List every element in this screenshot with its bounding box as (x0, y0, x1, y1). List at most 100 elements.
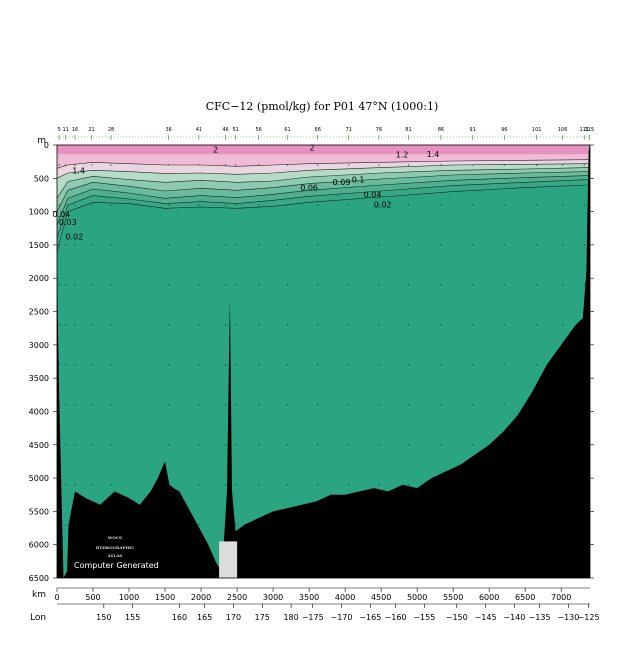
contour-lines (56, 159, 589, 252)
sample-dot (235, 444, 237, 446)
sample-dot (65, 524, 67, 526)
lon-tick-label: −165 (359, 613, 381, 622)
sample-dot (198, 524, 200, 526)
sample-dot (258, 404, 260, 406)
sample-dot (65, 404, 67, 406)
sample-dot (224, 484, 227, 486)
sample-dot (258, 284, 260, 286)
station-label: 61 (284, 127, 290, 133)
km-tick-label: 4500 (371, 593, 391, 602)
sample-dot (65, 164, 67, 166)
sample-dot (472, 324, 474, 326)
sample-dot (348, 164, 350, 166)
station-label: 96 (501, 127, 507, 133)
sample-dot (65, 284, 67, 286)
contour-labels: 2 21.41.41.20.060.09 0.10.040.020.040.030.… (52, 143, 439, 241)
depth-tick-label: 4000 (29, 407, 49, 416)
sample-dot (110, 204, 112, 206)
km-tick-label: 1500 (155, 593, 175, 602)
station-label: 21 (88, 127, 94, 133)
lon-axis-label: Lon (30, 613, 46, 623)
contour-label: 1.2 (396, 151, 409, 160)
station-label: 51 (232, 127, 238, 133)
station-axis: 5 11 16 21 28 36 41 46 51 56 61 66 71 76 81 86 91 96 101 10… (57, 127, 594, 140)
sample-dot (348, 364, 350, 366)
sample-dot (440, 324, 442, 326)
sample-dot (348, 444, 350, 446)
sample-dot (472, 164, 474, 166)
sample-dot (198, 164, 200, 166)
lon-tick-label: 160 (172, 613, 187, 622)
contour-line (56, 167, 589, 199)
sample-dot (258, 204, 260, 206)
sample-dot (65, 244, 67, 246)
sample-dot (235, 524, 237, 526)
sample-dot (378, 404, 380, 406)
sample-dot (91, 244, 93, 246)
y-axis-label: m (37, 136, 46, 146)
sample-dot (348, 284, 350, 286)
lon-tick-label: 175 (255, 613, 270, 622)
sample-dot (198, 244, 200, 246)
lon-tick-label: 180 (283, 613, 298, 622)
lon-axis: 150 155 160 165 170 175 180 −175 −170 −165 −160 −15… (57, 603, 600, 622)
sample-dot (58, 164, 60, 166)
sample-dot (58, 284, 60, 286)
sample-dot (562, 284, 564, 286)
sample-dot (378, 244, 380, 246)
depth-tick-label: 3000 (29, 341, 49, 350)
depth-tick-label: 2000 (29, 274, 49, 283)
sample-dot (198, 364, 200, 366)
sample-dot (378, 164, 380, 166)
sample-dot (440, 164, 442, 166)
contour-label: 1.4 (427, 150, 440, 159)
sample-dot (536, 204, 538, 206)
sample-dot (168, 164, 170, 166)
sample-dot (110, 444, 112, 446)
sample-dot (286, 444, 289, 446)
station-label: 76 (376, 127, 382, 133)
sample-dot (198, 444, 200, 446)
sample-dot (317, 244, 319, 246)
sample-dot (286, 164, 289, 166)
computer-generated-label: Computer Generated (74, 561, 159, 570)
sample-dot (317, 164, 319, 166)
sample-dot (235, 284, 237, 286)
lon-tick-label: 150 (96, 613, 111, 622)
sample-dot (58, 364, 60, 366)
sample-dot (198, 484, 200, 486)
depth-tick-label: 5000 (29, 474, 49, 483)
sample-dot (198, 324, 200, 326)
sample-dot (407, 284, 410, 286)
depth-tick-label: 6500 (29, 574, 49, 583)
lon-tick-label: −175 (302, 613, 324, 622)
lon-tick-label: 170 (226, 613, 241, 622)
sample-dot (65, 364, 67, 366)
contour-label: 2 (213, 145, 218, 154)
sample-dot (378, 204, 380, 206)
sample-dot (378, 284, 380, 286)
sample-dot (168, 364, 170, 366)
sample-dot (503, 284, 505, 286)
depth-tick-label: 6000 (29, 541, 49, 550)
sample-dot (536, 364, 538, 366)
sample-dot (224, 404, 227, 406)
sample-dot (378, 444, 380, 446)
sample-dot (198, 204, 200, 206)
sample-dot (286, 404, 289, 406)
sample-dot (91, 204, 93, 206)
plot-frame (56, 144, 591, 579)
sample-dot (74, 364, 76, 366)
station-label: 56 (255, 127, 261, 133)
contour-line (56, 163, 589, 179)
sample-dot (407, 244, 410, 246)
depth-tick-label: 1000 (29, 208, 49, 217)
km-tick-label: 4000 (335, 593, 355, 602)
sample-dot (91, 444, 93, 446)
depth-tick-label: 0 (44, 141, 49, 150)
sample-dot (378, 364, 380, 366)
sample-dot (224, 284, 227, 286)
station-label: 36 (165, 127, 171, 133)
sample-dot (317, 484, 319, 486)
sample-dot (110, 364, 112, 366)
